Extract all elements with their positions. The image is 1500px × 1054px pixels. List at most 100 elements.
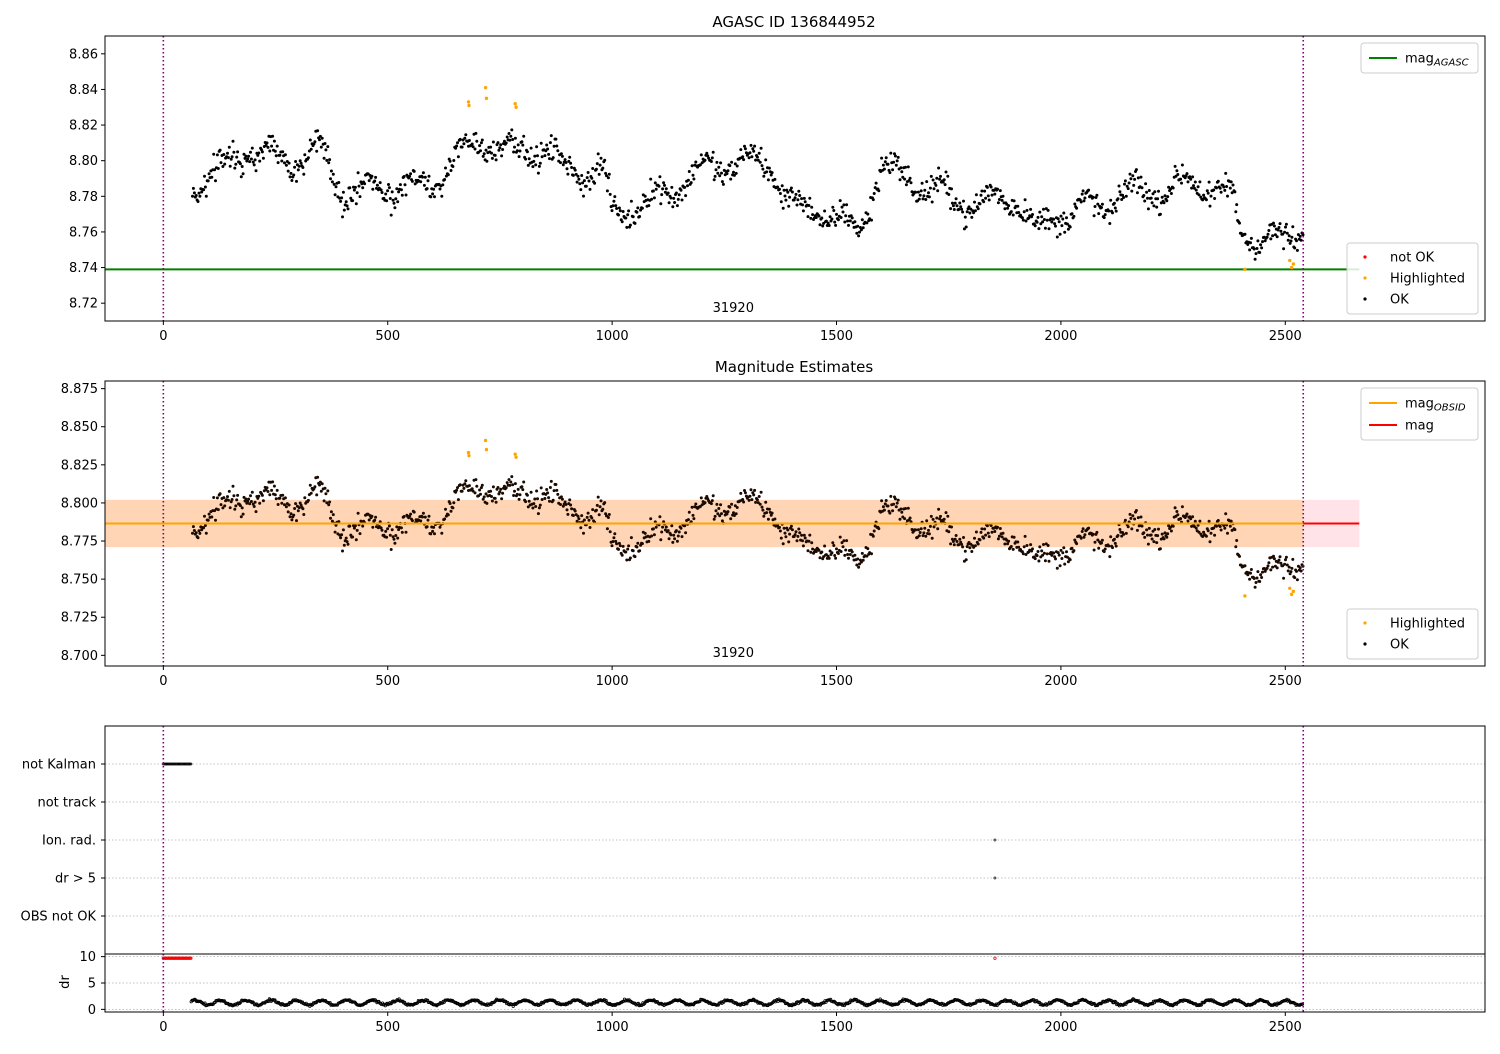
ok-point [612,536,616,540]
ok-point [676,197,680,201]
ok-point [1041,220,1045,224]
flag-point [173,762,177,766]
ok-point [331,172,335,176]
ok-point [614,539,618,543]
ok-point [460,489,464,493]
ok-point [686,518,690,522]
ok-point [786,528,790,532]
ok-point [1042,551,1046,555]
ok-point [232,494,236,498]
ok-point [930,536,934,540]
ok-point [426,518,430,522]
ok-point [843,553,847,557]
ok-point [337,181,341,184]
y-tick-label: 8.82 [69,119,98,134]
ok-point [256,153,260,157]
ok-point [226,498,230,502]
ok-point [214,518,217,522]
ok-point [276,161,280,165]
ok-point [938,517,942,521]
ok-point [929,514,933,518]
flag-label: dr > 5 [55,872,96,887]
ok-point [494,158,498,162]
ok-point [1036,550,1040,553]
ok-point [1153,528,1157,531]
ok-point [996,525,999,529]
ok-point [1166,532,1170,536]
ok-point [654,187,658,191]
ok-point [808,533,812,537]
ok-point [965,545,969,549]
ok-point [191,525,195,529]
ok-point [638,215,642,218]
ok-point [1100,541,1103,545]
ok-point [395,187,399,191]
ok-point [794,192,798,196]
ok-point [524,157,528,161]
ok-point [881,163,885,167]
ok-point [908,516,912,520]
y-tick-label: 8.78 [69,190,98,205]
ok-point [650,197,654,201]
ok-point [207,172,211,176]
ok-point [982,536,986,540]
ok-point [478,144,482,148]
ok-point [527,157,531,161]
ok-point [521,488,525,492]
ok-point [1103,213,1107,217]
ok-point [584,184,588,188]
ok-point [961,545,965,549]
ok-point [378,520,382,524]
legend-point-label: OK [1390,293,1409,308]
ok-point [996,537,1000,541]
ok-point [1073,202,1077,206]
ok-point [624,216,628,220]
ok-point [780,184,784,188]
ok-point [1277,226,1281,229]
ok-point [507,132,511,135]
flag-point [183,762,186,766]
ok-point [689,181,693,185]
ok-point [591,508,595,512]
ok-point [1113,206,1117,210]
ok-point [341,215,344,219]
ok-point [773,177,777,181]
ok-point [565,167,569,171]
y-tick-label: 8.725 [61,611,98,626]
ok-point [951,204,955,208]
ok-point [1152,540,1156,544]
ok-point [672,196,676,200]
ok-point [340,533,344,537]
ok-point [353,524,357,528]
ok-point [370,174,374,178]
ok-point [1201,198,1205,202]
ok-point [753,144,757,148]
ok-point [627,209,631,213]
ok-point [348,524,352,528]
ok-point [979,193,983,197]
ok-point [471,489,475,493]
x-tick-label: 500 [375,1020,400,1035]
ok-point [266,145,270,149]
ok-point [228,164,232,168]
ok-point [824,219,828,223]
dr-point [266,999,270,1004]
ok-point [202,188,206,192]
ok-point [618,544,622,548]
ok-point [965,210,969,214]
ok-point [390,528,394,532]
ok-point [1001,531,1005,535]
ok-point [246,499,250,503]
flag-point [189,762,193,766]
ok-point [1040,549,1044,553]
ok-point [927,532,931,536]
ok-point [941,180,945,184]
ok-point [1047,227,1051,231]
ok-point [906,506,910,510]
ok-point [1171,524,1175,528]
ok-point [860,218,864,222]
ok-point [587,518,591,522]
ok-point [899,507,903,511]
ok-point [762,514,766,518]
ok-point [882,508,886,512]
